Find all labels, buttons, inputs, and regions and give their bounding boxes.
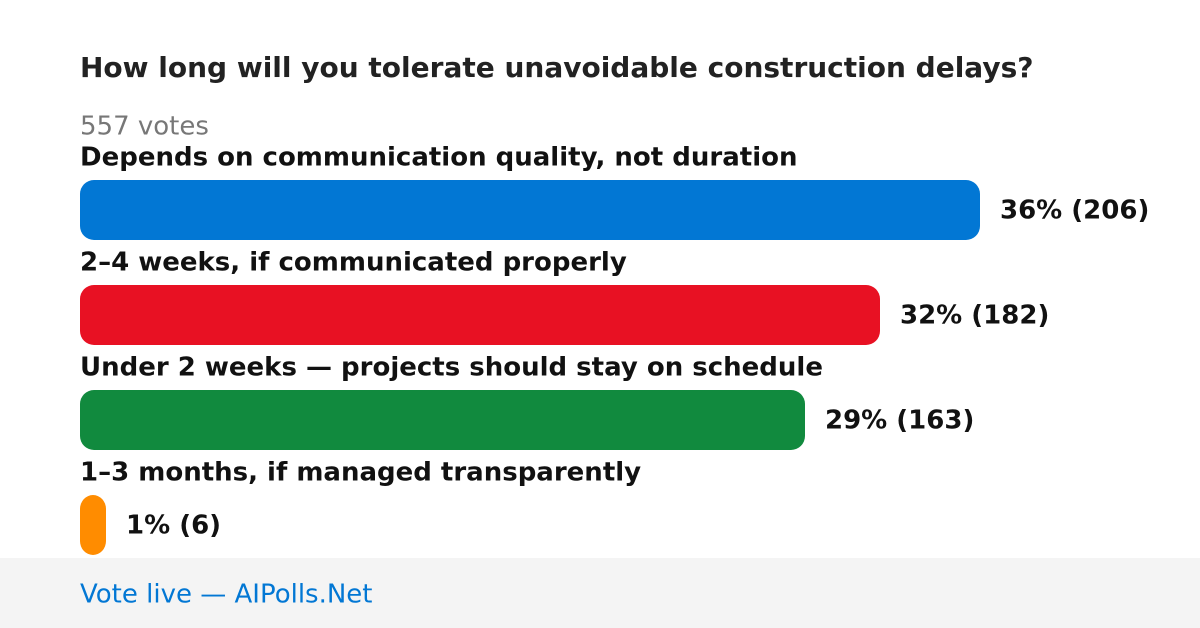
bar <box>80 180 980 240</box>
option-label: Under 2 weeks — projects should stay on … <box>80 353 823 383</box>
value-label: 32% (182) <box>900 301 1049 331</box>
value-label: 36% (206) <box>1000 196 1149 226</box>
option-label: 2–4 weeks, if communicated properly <box>80 248 627 278</box>
value-label: 29% (163) <box>825 406 974 436</box>
bar <box>80 390 805 450</box>
option-label: Depends on communication quality, not du… <box>80 143 797 173</box>
option-label: 1–3 months, if managed transparently <box>80 458 641 488</box>
bar <box>80 495 106 555</box>
vote-count: 557 votes <box>80 112 209 142</box>
value-label: 1% (6) <box>126 511 221 541</box>
footer-bar <box>0 558 1200 628</box>
bar <box>80 285 880 345</box>
footer-link[interactable]: Vote live — AIPolls.Net <box>80 580 373 610</box>
chart-title: How long will you tolerate unavoidable c… <box>80 51 1034 84</box>
